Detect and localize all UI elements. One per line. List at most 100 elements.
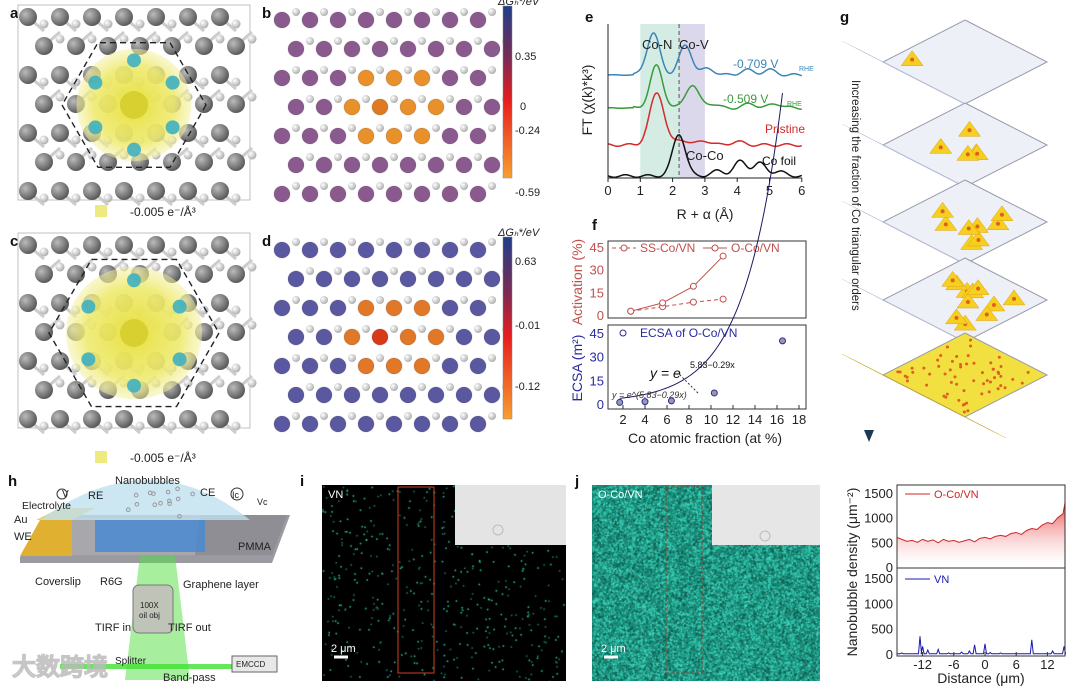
atom-vanadium — [83, 8, 101, 26]
atom-vanadium — [51, 66, 69, 84]
atom-vanadium — [19, 410, 37, 428]
x-tick-label: 6 — [798, 183, 805, 198]
legend-0: -0.709 V — [733, 57, 778, 71]
atom-nitrogen — [292, 66, 300, 74]
atom-nitrogen — [474, 37, 482, 45]
series-line — [607, 92, 802, 148]
atom-nitrogen — [334, 153, 342, 161]
y-tick-label-top: 45 — [590, 240, 604, 255]
annotation-co-n: Co-N — [642, 37, 672, 52]
atom-nitrogen — [404, 182, 412, 190]
atom-metal — [385, 415, 403, 433]
atom-nitrogen — [348, 296, 356, 304]
x-axis-label-f: Co atomic fraction (at %) — [628, 430, 782, 446]
atom-metal — [469, 241, 487, 259]
atom-nitrogen — [432, 412, 440, 420]
co-atom — [997, 355, 1001, 359]
atom-nitrogen — [460, 412, 468, 420]
atom-nitrogen — [390, 325, 398, 333]
co-atom — [969, 344, 973, 348]
atom-nitrogen — [55, 34, 65, 44]
label-bandpass: Band-pass — [163, 672, 216, 684]
atom-vanadium — [115, 410, 133, 428]
atom-metal — [357, 185, 375, 203]
isosurface-lobe — [165, 120, 180, 135]
atom-nitrogen — [334, 37, 342, 45]
co-atom — [999, 374, 1003, 378]
atom-vanadium — [179, 182, 197, 200]
laser-path — [60, 664, 240, 669]
legend-swatch-a — [95, 205, 107, 217]
atom-vanadium — [51, 294, 69, 312]
atom-metal — [329, 241, 347, 259]
tirf-image-vn — [322, 485, 566, 681]
co-atom — [1026, 370, 1030, 374]
atom-metal — [343, 98, 361, 116]
panel-label-a: a — [10, 5, 19, 22]
atom-nitrogen — [446, 95, 454, 103]
legend-1: -0.509 V — [723, 92, 768, 106]
charge-density-panel-a — [17, 4, 257, 207]
atom-metal — [413, 185, 431, 203]
atom-vanadium — [35, 153, 53, 171]
atom-metal — [343, 328, 361, 346]
atom-metal — [371, 328, 389, 346]
atom-metal — [357, 69, 375, 87]
atom-nitrogen — [183, 378, 193, 388]
atom-metal — [469, 69, 487, 87]
atom-metal — [399, 270, 417, 288]
bubble — [165, 489, 171, 495]
atom-metal — [357, 127, 375, 145]
co-atom — [965, 401, 969, 405]
atom-nitrogen — [199, 19, 209, 29]
atom-metal — [483, 98, 501, 116]
atom-metal — [273, 69, 291, 87]
atom-metal — [455, 270, 473, 288]
atom-nitrogen — [390, 37, 398, 45]
atom-nitrogen — [103, 247, 113, 257]
atom-vanadium — [147, 182, 165, 200]
atom-nitrogen — [292, 412, 300, 420]
colorbar-tick-d: -0.12 — [515, 381, 540, 393]
y-tick-label-top: 1500 — [864, 486, 893, 501]
atom-metal — [301, 11, 319, 29]
atom-nitrogen — [376, 182, 384, 190]
atom-nitrogen — [376, 354, 384, 362]
co-atom — [966, 226, 971, 231]
co-atom — [948, 368, 952, 372]
atom-metal — [357, 241, 375, 259]
atom-nitrogen — [404, 412, 412, 420]
atom-metal — [385, 69, 403, 87]
bubble — [167, 498, 172, 504]
co-atom — [896, 370, 900, 374]
panel-label-g: g — [840, 9, 849, 26]
series-line-o-co-vn — [896, 502, 1066, 544]
co-atom — [961, 403, 965, 407]
label-electrolyte: Electrolyte — [22, 500, 71, 512]
isosurface-lobe — [172, 352, 187, 367]
atom-nitrogen — [320, 182, 328, 190]
atom-metal — [385, 299, 403, 317]
atom-metal — [315, 386, 333, 404]
co-atom — [943, 372, 947, 376]
series-line-vn — [897, 636, 1067, 655]
atom-vanadium — [19, 294, 37, 312]
co-atom — [1011, 377, 1015, 381]
voltmeter-icon — [56, 488, 68, 500]
atom-vanadium — [19, 182, 37, 200]
colorbar-tick-d: -0.01 — [515, 320, 540, 332]
atom-vanadium — [51, 8, 69, 26]
co-atom — [910, 366, 914, 370]
atom-nitrogen — [167, 19, 177, 29]
legend-marker — [711, 244, 719, 252]
atom-nitrogen — [292, 124, 300, 132]
atom-metal — [371, 270, 389, 288]
atom-nitrogen — [488, 354, 496, 362]
panel-label-i: i — [300, 473, 304, 490]
atom-nitrogen — [432, 124, 440, 132]
atom-vanadium — [19, 8, 37, 26]
co-atom — [980, 371, 984, 375]
atom-metal — [399, 156, 417, 174]
data-point — [627, 307, 635, 315]
